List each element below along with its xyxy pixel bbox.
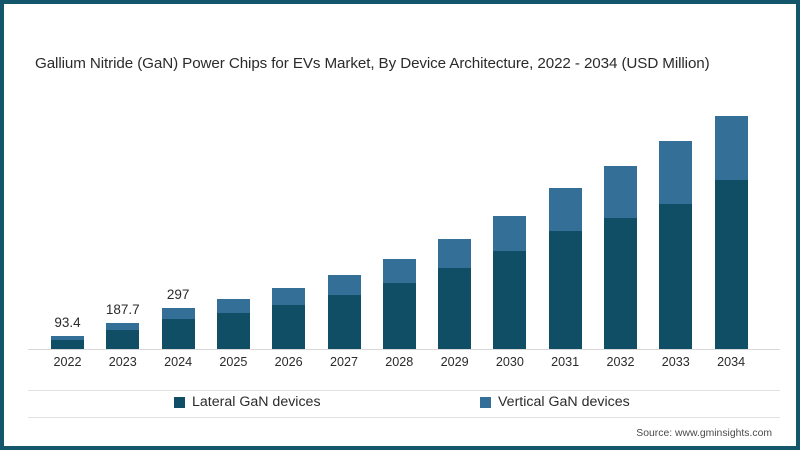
bar-value-label-2024: 297: [166, 287, 190, 302]
x-axis-line: [28, 349, 780, 350]
x-tick-2027: 2027: [329, 355, 359, 369]
bar-2032[interactable]: [604, 166, 637, 349]
bar-2025[interactable]: [216, 299, 250, 349]
bar-segment-lateral-2029: [438, 268, 472, 349]
bar-segment-vertical-2030: [493, 216, 527, 251]
x-tick-2032: 2032: [606, 355, 635, 369]
plot-area: 93.4 187.7 297: [28, 100, 780, 352]
chart-canvas: Gallium Nitride (GaN) Power Chips for EV…: [4, 4, 796, 446]
legend-item-lateral[interactable]: Lateral GaN devices: [174, 394, 321, 410]
bar-segment-lateral-2031: [548, 231, 582, 349]
bar-2029[interactable]: [438, 239, 472, 349]
bar-segment-lateral-2025: [216, 313, 250, 349]
x-tick-2029: 2029: [440, 355, 469, 369]
bar-2022[interactable]: 93.4: [51, 315, 84, 349]
bar-segment-lateral-2030: [493, 251, 527, 349]
x-tick-2034: 2034: [717, 355, 746, 369]
bar-series-container: 93.4 187.7 297: [28, 100, 780, 349]
page-title: Gallium Nitride (GaN) Power Chips for EV…: [35, 55, 710, 72]
x-tick-2026: 2026: [274, 355, 303, 369]
bar-2024[interactable]: 297: [161, 287, 195, 349]
bar-segment-lateral-2028: [382, 283, 416, 349]
bar-segment-lateral-2024: [161, 319, 195, 349]
legend-swatch-lateral-icon: [174, 396, 185, 408]
bar-2030[interactable]: [493, 216, 527, 349]
bar-segment-lateral-2034: [714, 180, 748, 349]
x-tick-2028: 2028: [385, 355, 414, 369]
x-tick-2023: 2023: [108, 355, 137, 369]
x-tick-2025: 2025: [219, 355, 248, 369]
bar-segment-vertical-2028: [382, 259, 416, 283]
legend-label-lateral: Lateral GaN devices: [192, 394, 321, 410]
bar-segment-vertical-2034: [714, 116, 748, 180]
chart-legend: Lateral GaN devices Vertical GaN devices: [28, 390, 780, 418]
bar-2026[interactable]: [272, 288, 306, 349]
bar-segment-vertical-2024: [161, 308, 195, 319]
bar-segment-vertical-2027: [327, 275, 361, 295]
legend-swatch-vertical-icon: [480, 396, 491, 408]
bar-2023[interactable]: 187.7: [106, 302, 140, 349]
bar-segment-lateral-2023: [106, 330, 140, 349]
source-attribution: Source: www.gminsights.com: [636, 428, 772, 439]
bar-2031[interactable]: [548, 188, 582, 349]
bar-value-label-2022: 93.4: [54, 315, 81, 330]
legend-item-vertical[interactable]: Vertical GaN devices: [480, 394, 630, 410]
bar-segment-vertical-2029: [438, 239, 472, 268]
bar-segment-lateral-2032: [604, 218, 637, 349]
x-tick-2033: 2033: [661, 355, 690, 369]
bar-segment-vertical-2033: [659, 141, 693, 204]
x-tick-2030: 2030: [495, 355, 524, 369]
bar-segment-vertical-2032: [604, 166, 637, 218]
bar-2034[interactable]: [714, 116, 748, 349]
bar-segment-lateral-2027: [327, 295, 361, 349]
bar-2028[interactable]: [382, 259, 416, 349]
x-tick-2022: 2022: [53, 355, 82, 369]
bar-segment-vertical-2025: [216, 299, 250, 313]
bar-segment-vertical-2031: [548, 188, 582, 231]
bar-value-label-2023: 187.7: [105, 302, 140, 317]
x-tick-2031: 2031: [551, 355, 580, 369]
x-axis-tick-labels: 2022 2023 2024 2025 2026 2027 2028 2029 2030 2031…: [28, 355, 780, 377]
bar-segment-lateral-2033: [659, 204, 693, 349]
bar-2027[interactable]: [327, 275, 361, 349]
bar-2033[interactable]: [659, 141, 693, 349]
bar-segment-vertical-2026: [272, 288, 306, 305]
x-tick-2024: 2024: [164, 355, 193, 369]
bar-segment-vertical-2023: [106, 323, 140, 330]
bar-segment-lateral-2026: [272, 305, 306, 349]
legend-label-vertical: Vertical GaN devices: [498, 394, 630, 410]
bar-segment-lateral-2022: [51, 340, 84, 349]
bar-segment-vertical-2022: [51, 336, 84, 340]
